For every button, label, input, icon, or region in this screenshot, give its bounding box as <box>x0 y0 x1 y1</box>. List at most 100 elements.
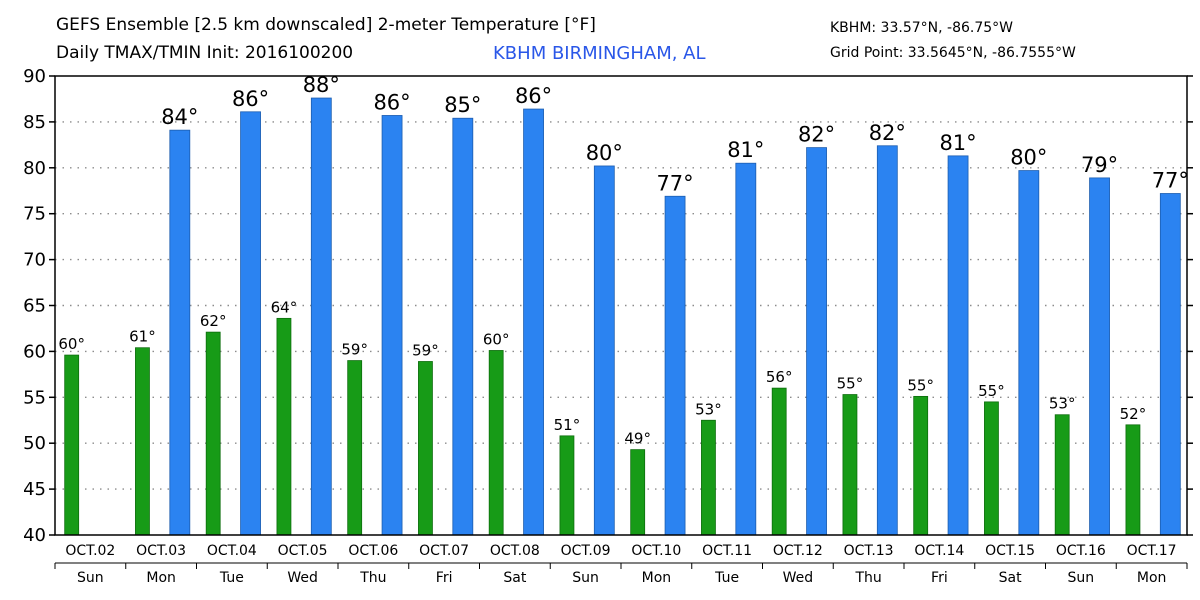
date-tick-label: OCT.02 <box>65 543 115 559</box>
station-coordinates: KBHM: 33.57°N, -86.75°W <box>830 20 1013 36</box>
high-temp-bar <box>381 115 403 536</box>
date-tick-label: OCT.12 <box>773 543 823 559</box>
plot-frame <box>54 75 1188 536</box>
date-tick-label: OCT.13 <box>844 543 894 559</box>
y-tick-label: 70 <box>23 250 46 271</box>
date-tick-label: OCT.16 <box>1056 543 1106 559</box>
day-tick-label: Mon <box>146 570 176 586</box>
low-temp-bar <box>771 387 787 536</box>
day-tick-label: Sun <box>77 570 104 586</box>
y-tick-label: 45 <box>23 479 46 500</box>
high-temp-label: 81° <box>939 131 976 155</box>
low-temp-bar <box>913 395 929 536</box>
high-temp-label: 82° <box>798 123 835 147</box>
day-tick-label: Sun <box>572 570 599 586</box>
chart-title: GEFS Ensemble [2.5 km downscaled] 2-mete… <box>56 15 596 35</box>
date-tick-label: OCT.15 <box>985 543 1035 559</box>
low-temp-label: 59° <box>412 341 439 359</box>
high-temp-bar <box>523 108 544 536</box>
date-tick-label: OCT.06 <box>348 543 398 559</box>
location-label: KBHM BIRMINGHAM, AL <box>493 43 706 64</box>
day-tick-label: Wed <box>287 570 318 586</box>
date-tick-label: OCT.05 <box>278 543 328 559</box>
date-tick-label: OCT.14 <box>914 543 964 559</box>
high-temp-label: 84° <box>161 105 198 129</box>
low-temp-label: 53° <box>1049 395 1076 413</box>
low-temp-label: 55° <box>907 376 934 394</box>
low-temp-bar <box>630 449 646 536</box>
low-temp-bar <box>488 350 504 536</box>
day-tick-label: Sat <box>999 570 1022 586</box>
low-temp-bar <box>205 331 221 536</box>
high-temp-bar <box>452 117 474 536</box>
day-tick-label: Fri <box>931 570 948 586</box>
low-temp-label: 53° <box>695 400 722 418</box>
low-temp-bar <box>135 347 150 536</box>
day-tick-label: Thu <box>359 570 386 586</box>
high-temp-bar <box>240 111 261 536</box>
high-temp-label: 85° <box>444 93 481 117</box>
low-temp-label: 56° <box>766 368 793 386</box>
high-temp-bar <box>806 147 827 536</box>
day-tick-label: Wed <box>783 570 814 586</box>
low-temp-label: 61° <box>129 328 156 346</box>
low-temp-bar <box>1125 424 1141 536</box>
day-tick-label: Thu <box>854 570 881 586</box>
high-temp-bar <box>593 165 615 536</box>
low-temp-bar <box>559 435 575 536</box>
low-temp-label: 49° <box>624 430 651 448</box>
high-temp-label: 77° <box>656 171 693 195</box>
low-temp-bar <box>701 419 716 536</box>
high-temp-label: 86° <box>232 87 269 111</box>
high-temp-label: 86° <box>373 90 410 114</box>
high-temp-bar <box>1089 177 1110 536</box>
y-tick-label: 60 <box>23 341 46 362</box>
date-tick-label: OCT.10 <box>631 543 681 559</box>
day-tick-label: Mon <box>642 570 672 586</box>
high-temp-label: 81° <box>727 138 764 162</box>
low-temp-label: 55° <box>837 375 864 393</box>
date-tick-label: OCT.11 <box>702 543 752 559</box>
low-temp-label: 51° <box>554 416 581 434</box>
low-temp-label: 64° <box>271 298 298 316</box>
low-temp-label: 60° <box>483 330 510 348</box>
date-tick-label: OCT.08 <box>490 543 540 559</box>
date-tick-label: OCT.04 <box>207 543 257 559</box>
high-temp-label: 88° <box>303 73 340 97</box>
high-temp-bar <box>1159 193 1181 536</box>
high-temp-bar <box>947 155 969 536</box>
grid-point-coordinates: Grid Point: 33.5645°N, -86.7555°W <box>830 45 1076 61</box>
low-temp-label: 60° <box>58 335 85 353</box>
high-temp-label: 80° <box>586 141 623 165</box>
low-temp-bar <box>1054 414 1070 536</box>
high-temp-label: 86° <box>515 84 552 108</box>
day-tick-label: Fri <box>436 570 453 586</box>
high-temp-label: 82° <box>869 121 906 145</box>
day-tick-label: Sun <box>1068 570 1095 586</box>
date-tick-label: OCT.17 <box>1127 543 1177 559</box>
y-tick-label: 55 <box>23 387 46 408</box>
high-temp-bar <box>664 195 686 536</box>
high-temp-label: 77° <box>1152 169 1189 193</box>
day-tick-label: Tue <box>219 570 244 586</box>
low-temp-bar <box>842 394 858 536</box>
low-temp-bar <box>984 401 999 536</box>
date-tick-label: OCT.09 <box>561 543 611 559</box>
y-tick-label: 85 <box>23 112 46 133</box>
low-temp-label: 55° <box>978 382 1005 400</box>
low-temp-label: 52° <box>1120 405 1147 423</box>
day-tick-label: Sat <box>503 570 526 586</box>
y-tick-label: 75 <box>23 204 46 225</box>
low-temp-bar <box>347 360 363 536</box>
date-tick-label: OCT.03 <box>136 543 186 559</box>
high-temp-bar <box>169 129 191 536</box>
y-tick-label: 65 <box>23 296 46 317</box>
y-tick-label: 90 <box>23 66 46 87</box>
chart-subtitle: Daily TMAX/TMIN Init: 2016100200 <box>56 43 354 63</box>
day-tick-label: Tue <box>714 570 739 586</box>
high-temp-bar <box>1018 170 1040 536</box>
low-temp-label: 62° <box>200 312 227 330</box>
high-temp-label: 80° <box>1010 146 1047 170</box>
high-temp-label: 79° <box>1081 153 1118 177</box>
